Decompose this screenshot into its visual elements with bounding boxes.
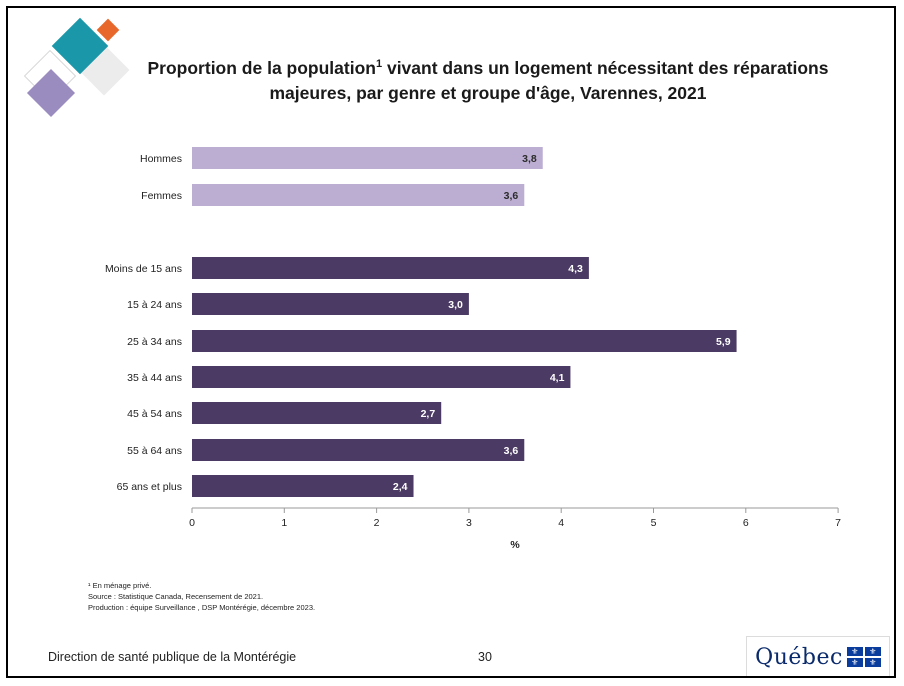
data-label: 3,6	[504, 190, 519, 202]
x-tick-label: 4	[558, 517, 564, 529]
data-label: 3,6	[504, 445, 519, 457]
x-tick-label: 1	[281, 517, 287, 529]
bar-chart: Hommes 3,8 Femmes 3,6 Moins de 15 ans 4,3 15 à…	[105, 147, 841, 551]
footer-organization: Direction de santé publique de la Montér…	[48, 650, 297, 664]
bar	[192, 293, 469, 315]
bar	[192, 330, 737, 352]
category-label: 15 à 24 ans	[127, 299, 182, 311]
quebec-logo: Québec ⚜ ⚜ ⚜ ⚜	[746, 636, 890, 676]
category-label: Moins de 15 ans	[105, 263, 182, 275]
x-tick-label: 6	[743, 517, 749, 529]
category-label: 45 à 54 ans	[127, 408, 182, 420]
x-axis-label: %	[510, 539, 520, 551]
data-label: 4,3	[568, 263, 583, 275]
data-label: 5,9	[716, 336, 731, 348]
bar	[192, 402, 442, 424]
category-label: 55 à 64 ans	[127, 445, 182, 457]
data-label: 3,8	[522, 153, 537, 165]
category-label: Femmes	[141, 190, 182, 202]
bar	[192, 257, 589, 279]
slide: Proportion de la population1 vivant dans…	[6, 6, 896, 678]
bar	[192, 147, 543, 169]
decorative-diamonds-icon	[23, 17, 130, 118]
bar	[192, 439, 525, 461]
bar	[192, 475, 414, 497]
bar	[192, 184, 525, 206]
footnotes: ¹ En ménage privé. Source : Statistique …	[88, 580, 315, 613]
x-tick-label: 2	[374, 517, 380, 529]
x-tick-label: 3	[466, 517, 472, 529]
footnote-source: Source : Statistique Canada, Recensement…	[88, 592, 264, 601]
x-tick-label: 0	[189, 517, 195, 529]
data-label: 4,1	[550, 372, 565, 384]
footnote-production: Production : équipe Surveillance , DSP M…	[88, 603, 316, 612]
page-number: 30	[478, 650, 492, 664]
data-label: 2,7	[421, 408, 436, 420]
x-tick-label: 5	[651, 517, 657, 529]
category-label: 65 ans et plus	[117, 481, 182, 493]
data-label: 2,4	[393, 481, 408, 493]
quebec-logo-text: Québec	[755, 644, 843, 670]
category-label: 25 à 34 ans	[127, 336, 182, 348]
category-label: 35 à 44 ans	[127, 372, 182, 384]
x-tick-label: 7	[835, 517, 841, 529]
chart-title: Proportion de la population1 vivant dans…	[147, 57, 829, 103]
footnote-menage: ¹ En ménage privé.	[88, 581, 152, 590]
fleurdelise-flag-icon: ⚜ ⚜ ⚜ ⚜	[846, 647, 881, 667]
data-label: 3,0	[448, 299, 463, 311]
category-label: Hommes	[140, 153, 182, 165]
bar	[192, 366, 571, 388]
